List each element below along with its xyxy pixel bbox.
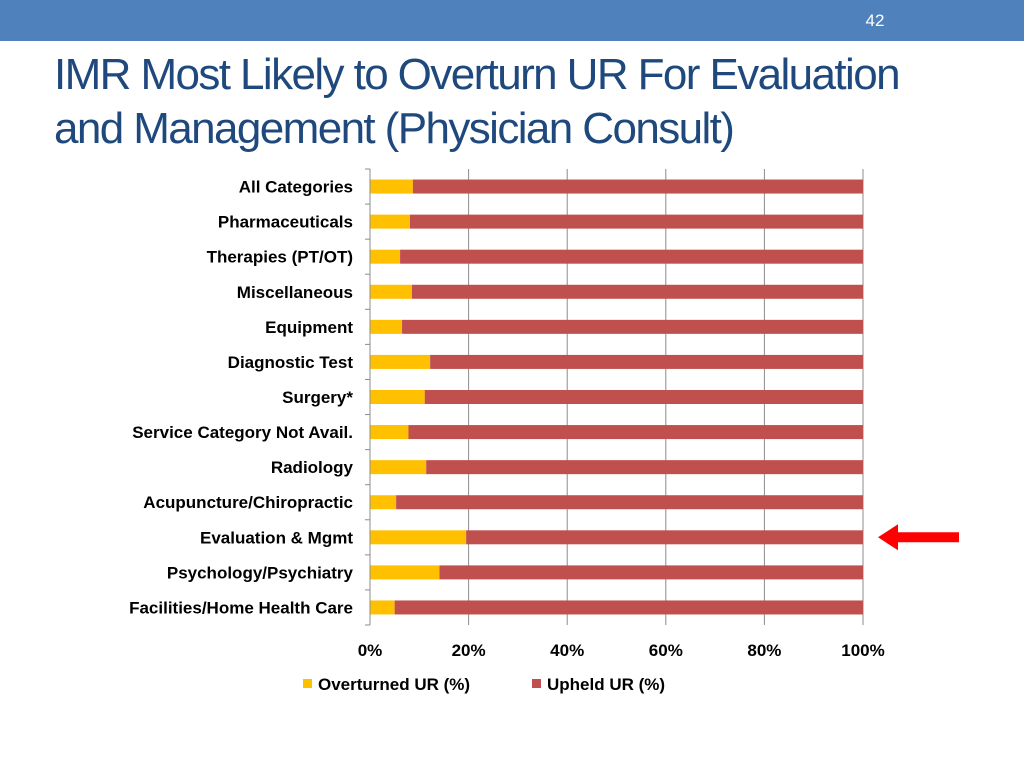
legend-label-overturned: Overturned UR (%) [318,675,470,694]
page-number: 42 [865,11,885,30]
bar-upheld [412,179,863,194]
bar-layer [370,179,863,615]
bar-overturned [370,214,410,229]
bar-overturned [370,390,425,404]
bar-overturned [370,284,412,299]
bar-upheld [396,495,863,510]
x-tick-label: 0% [358,641,383,660]
x-tick-layer: 0% 20% 40% 60% 80% 100% [358,641,885,660]
bar-overturned [370,179,413,194]
bar-upheld [402,319,863,334]
top-header-bar [0,0,1024,41]
annotation-layer [878,524,959,551]
bar-upheld [426,460,863,475]
legend-swatch-overturned [303,679,312,688]
slide-title-line-1: IMR Most Likely to Overturn UR For Evalu… [54,50,901,99]
category-label: Service Category Not Avail. [132,423,353,442]
category-label: Psychology/Psychiatry [167,563,354,582]
category-label: All Categories [239,178,353,197]
x-tick-label: 60% [649,641,683,660]
bar-overturned [370,600,395,615]
bar-upheld [409,214,863,229]
category-label: Therapies (PT/OT) [207,248,353,267]
bar-overturned [370,565,440,580]
bar-overturned [370,354,431,369]
category-label: Acupuncture/Chiropractic [143,493,353,512]
bar-overturned [370,319,403,334]
bar-upheld [400,249,863,264]
bar-upheld [430,354,863,369]
legend-swatch-upheld [532,679,541,688]
category-label: Diagnostic Test [228,353,354,372]
bar-overturned [370,425,409,440]
x-tick-label: 80% [747,641,781,660]
bar-upheld [408,425,863,440]
category-label: Surgery* [282,388,353,407]
bar-overturned [370,530,467,545]
category-label-layer: All Categories Pharmaceuticals Therapies (… [129,178,353,618]
slide-title: IMR Most Likely to Overturn UR For Evalu… [54,48,994,156]
category-label: Radiology [271,458,354,477]
legend: Overturned UR (%) Upheld UR (%) [303,675,665,694]
bar-overturned [370,460,427,475]
category-label: Equipment [265,318,353,337]
bar-upheld [411,284,863,299]
category-label: Facilities/Home Health Care [129,598,353,617]
category-label: Evaluation & Mgmt [200,528,353,547]
bar-upheld [439,565,863,580]
bar-upheld [424,390,863,404]
bar-upheld [394,600,863,615]
category-label: Pharmaceuticals [218,213,353,232]
slide-title-line-2: and Management (Physician Consult) [54,104,735,153]
x-tick-label: 40% [550,641,584,660]
bar-overturned [370,495,397,510]
category-label: Miscellaneous [237,283,353,302]
legend-label-upheld: Upheld UR (%) [547,675,665,694]
bar-upheld [466,530,863,545]
x-tick-label: 100% [841,641,884,660]
x-tick-label: 20% [452,641,486,660]
highlight-arrow-icon [878,524,959,551]
axis-layer [365,168,371,626]
bar-overturned [370,249,401,264]
